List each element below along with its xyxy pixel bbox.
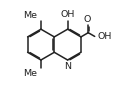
Text: OH: OH (60, 10, 75, 19)
Text: OH: OH (97, 32, 112, 41)
Text: Me: Me (24, 11, 38, 20)
Text: O: O (84, 15, 91, 24)
Text: N: N (64, 62, 71, 71)
Text: Me: Me (24, 69, 38, 78)
